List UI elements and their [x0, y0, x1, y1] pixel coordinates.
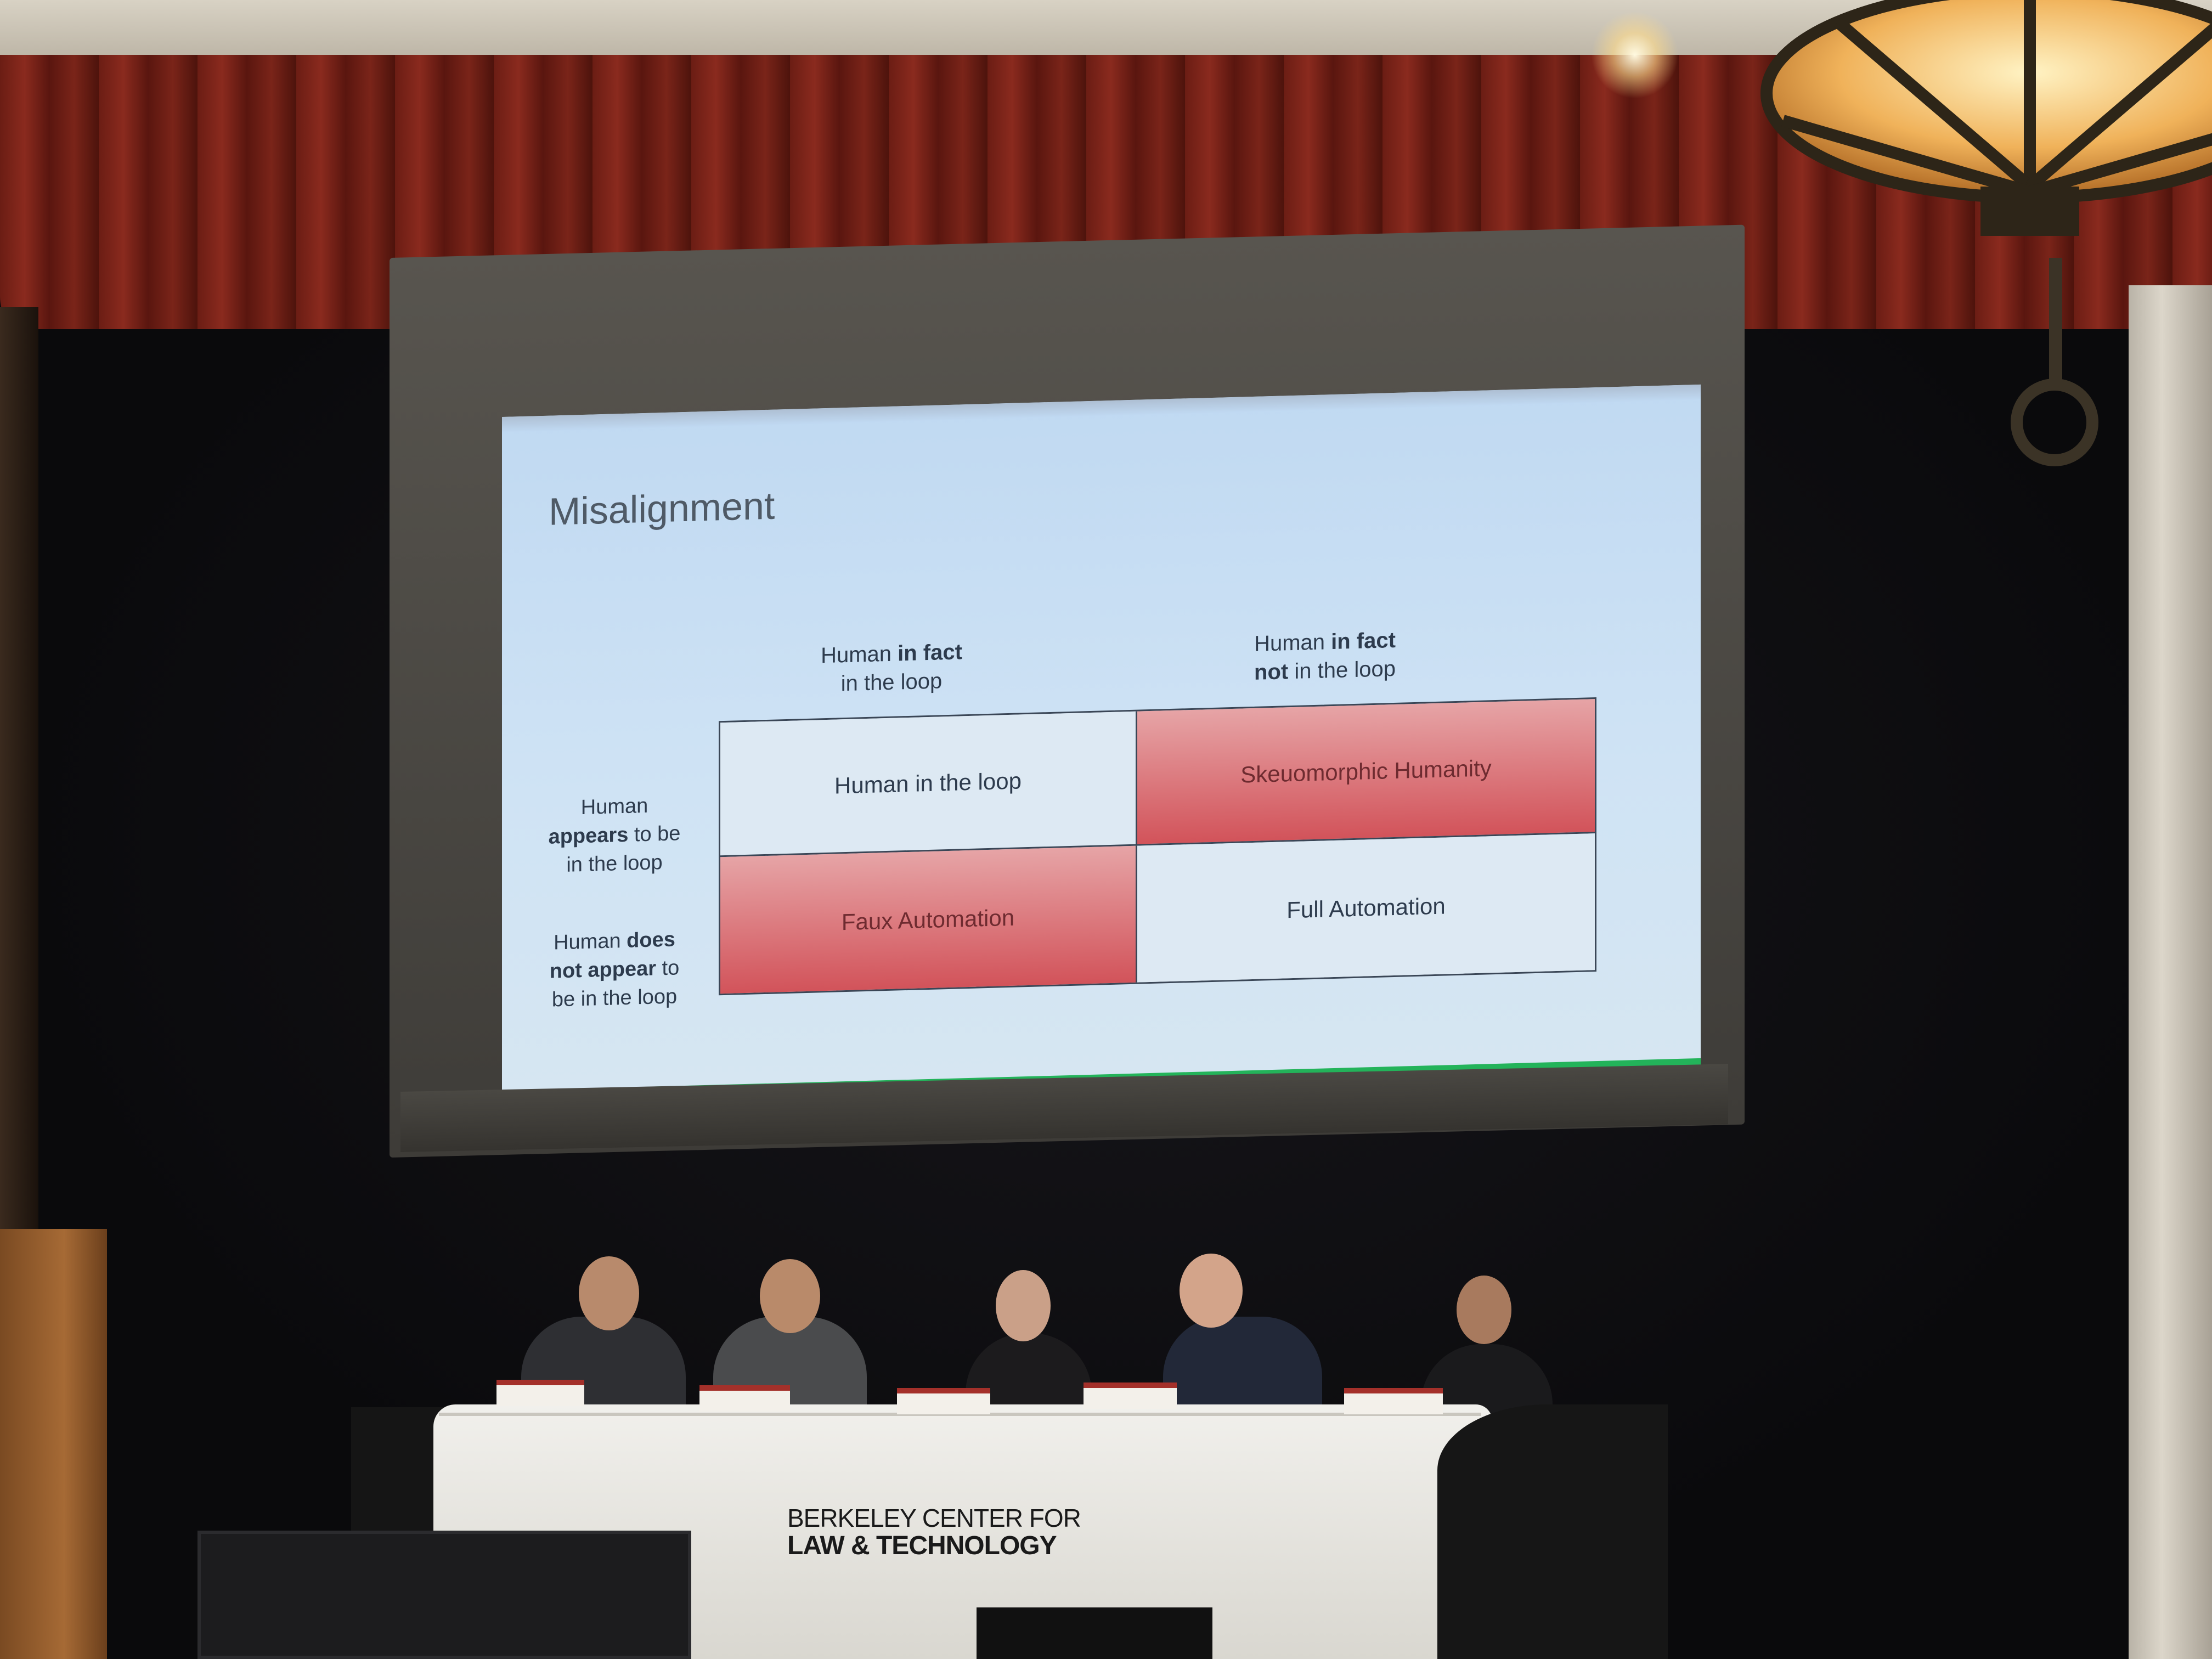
row-header-text: be in the loop [551, 985, 678, 1012]
column-header-not-in-loop: Human in fact not in the loop [1204, 624, 1446, 688]
panelist-3-head [996, 1270, 1051, 1341]
row-header-appears: Human appears to be in the loop [532, 790, 697, 880]
stage-monitor [198, 1531, 691, 1659]
row-header-does-not-appear: Human does not appear to be in the loop [532, 924, 697, 1014]
column-header-text: in the loop [840, 669, 943, 696]
tablecloth-edge [439, 1413, 1481, 1416]
column-header-emphasis: not [1254, 659, 1289, 685]
name-placard [1344, 1388, 1443, 1414]
column-header-in-loop: Human in fact in the loop [776, 636, 1007, 699]
name-placard [897, 1388, 990, 1414]
name-placard [496, 1380, 584, 1406]
column-header-emphasis: in fact [1331, 628, 1396, 654]
slide-title: Misalignment [549, 484, 775, 533]
row-header-text: Human [554, 929, 627, 955]
podium [0, 1229, 107, 1659]
panelist-4-head [1180, 1254, 1243, 1328]
chandelier-icon [1760, 0, 2212, 236]
panelist-2-head [760, 1259, 820, 1333]
row-header-emphasis: does [627, 928, 675, 952]
column-header-text: Human [821, 641, 898, 668]
name-placard [699, 1385, 790, 1412]
row-header-emphasis: appears [548, 823, 629, 849]
candle-light [1591, 11, 1679, 99]
row-header-text: to [656, 956, 680, 980]
name-placard [1084, 1383, 1177, 1409]
floor-speaker [977, 1607, 1212, 1659]
chandelier-stem [2049, 258, 2062, 390]
chandelier-ring [2011, 379, 2098, 466]
column-header-emphasis: in fact [898, 640, 962, 666]
misalignment-matrix: Human in the loop Skeuomorphic Humanity … [719, 697, 1596, 996]
left-wall [0, 307, 38, 1350]
table-skirt-right [1437, 1404, 1668, 1659]
row-header-text: to be [628, 822, 681, 847]
row-header-emphasis: not appear [549, 957, 656, 983]
cell-human-in-the-loop: Human in the loop [720, 711, 1137, 857]
column-header-text: in the loop [1288, 656, 1396, 684]
cell-faux-automation: Faux Automation [720, 845, 1137, 994]
right-pillar [2129, 285, 2212, 1659]
row-header-text: in the loop [566, 851, 663, 877]
cell-skeuomorphic-humanity: Skeuomorphic Humanity [1137, 699, 1595, 846]
panelist-1-head [579, 1256, 639, 1330]
cell-full-automation: Full Automation [1137, 833, 1595, 983]
table-banner-line-1: BERKELEY CENTER FOR [787, 1504, 1081, 1532]
row-header-text: Human [580, 794, 648, 820]
column-header-text: Human [1254, 630, 1331, 656]
table-banner-line-2: LAW & TECHNOLOGY [787, 1531, 1057, 1560]
panelist-5-head [1457, 1276, 1511, 1344]
presentation-slide: Misalignment Human in fact in the loop H… [502, 384, 1701, 1103]
